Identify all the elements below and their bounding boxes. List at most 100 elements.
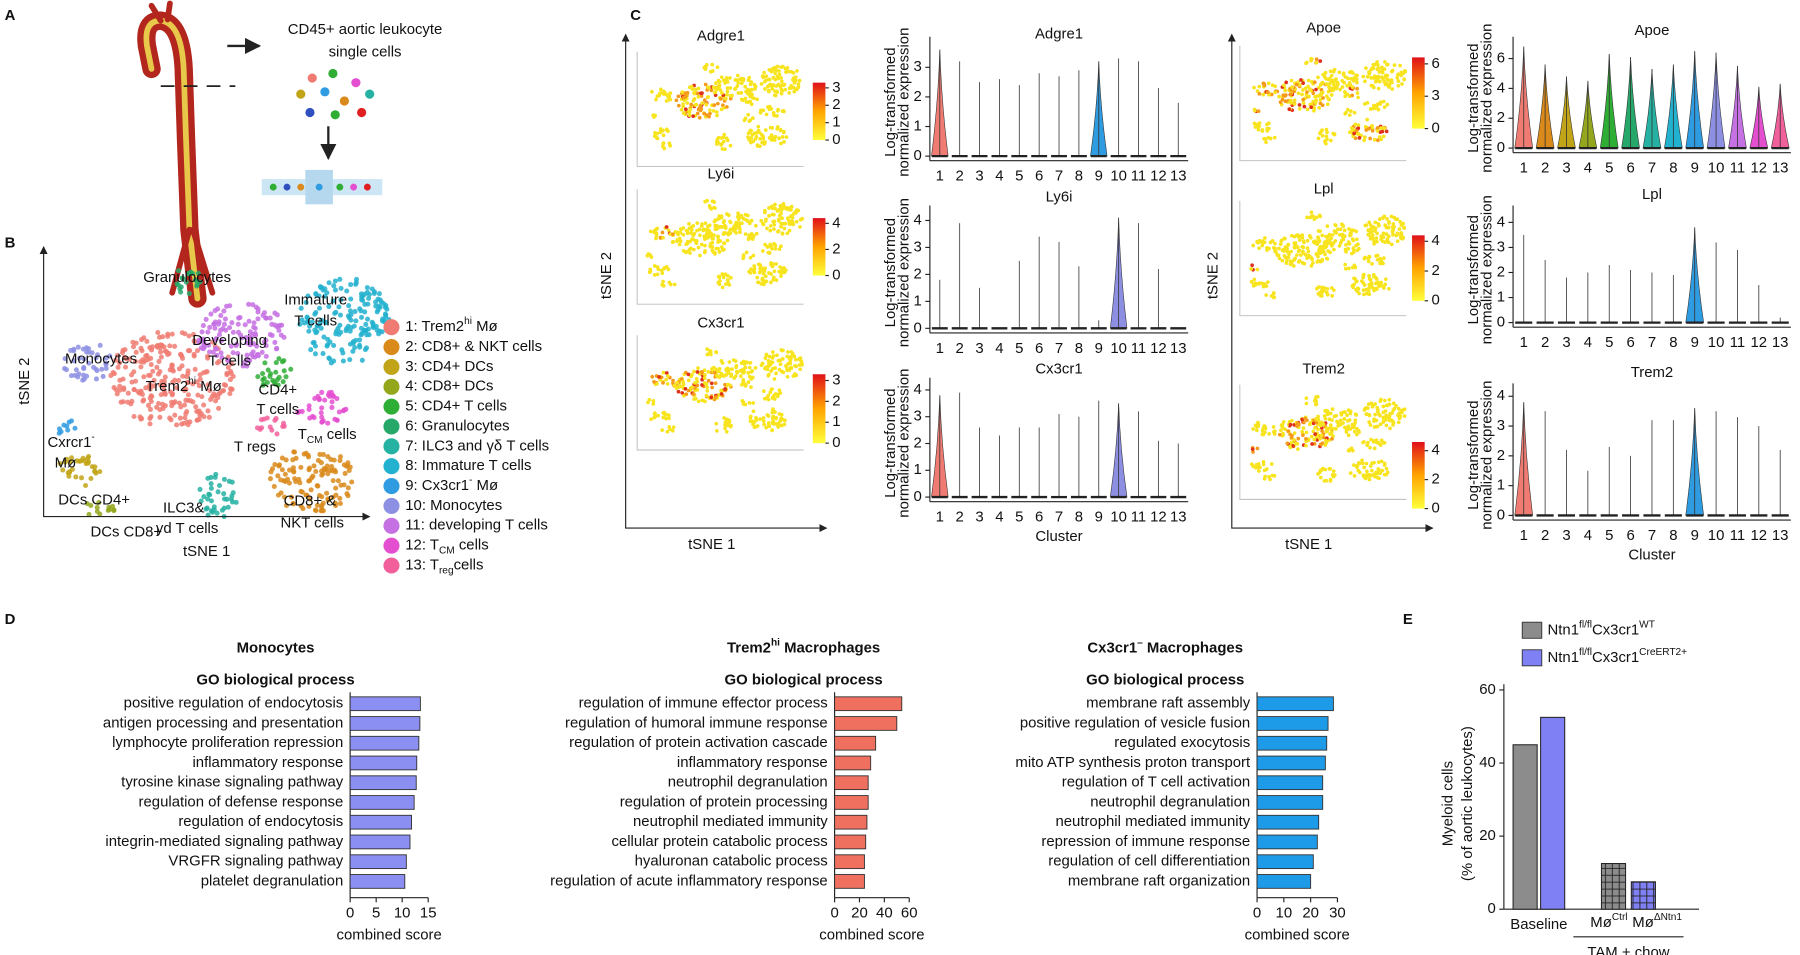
tsne-point [1390,81,1394,85]
tsne-point [748,366,752,370]
y-tick-label: 1 [914,461,922,478]
tsne-point [742,370,746,374]
x-tick-label: 3 [1562,160,1570,177]
x-tick-label: 20 [851,905,868,922]
tsne-point [187,291,192,296]
tsne-point [655,94,659,98]
tsne-point [1330,418,1334,422]
tsne-point [707,379,711,383]
tsne-point [762,416,766,420]
tsne-point [1347,433,1351,437]
legend-swatch [383,458,399,474]
tsne-point [768,355,772,359]
tsne-point [778,73,782,77]
tsne-point [710,386,714,390]
tsne-point [756,125,760,129]
tsne-point [1315,252,1319,256]
tsne-point [1334,231,1338,235]
tsne-point [728,220,732,224]
tsne-point [255,425,260,430]
tsne-point [709,396,713,400]
tsne-point [1383,463,1387,467]
tsne-point [703,381,707,385]
tsne-point [156,359,161,364]
tsne-point [752,234,756,238]
tsne-point [705,228,709,232]
legend-swatch [383,557,399,573]
tsne-point [97,512,102,517]
tsne-point [1331,407,1335,411]
tsne-point [1352,248,1356,252]
tsne-point [727,283,731,287]
tsne-point [689,108,693,112]
tsne-point [780,89,784,93]
tsne-point [661,381,665,385]
bar [350,796,414,810]
tsne-point [1343,263,1347,267]
tsne-point [250,354,255,359]
tsne-point [1352,132,1356,136]
tsne-point [187,348,192,353]
x-tick-label: 8 [1669,334,1677,351]
tsne-point [1264,293,1268,297]
tsne-point [763,209,767,213]
tsne-point [1382,127,1386,131]
tsne-point [207,325,212,330]
tsne-point [172,344,177,349]
tsne-point [766,251,770,255]
cluster-label: NKT cells [280,514,344,531]
x-tick-label: 8 [1075,340,1083,357]
tsne-point [255,316,260,321]
cluster-label: Mø [55,455,77,472]
tsne-point [213,472,218,477]
tsne-point [776,393,780,397]
x-tick-label: 13 [1772,527,1789,544]
tsne-point [1271,474,1275,478]
tsne-point [315,484,320,489]
tsne-point [779,225,783,229]
tsne-point [331,478,336,483]
text-segment: fl/fl [1579,619,1592,630]
tsne-point [61,423,66,428]
tsne-point [180,330,185,335]
text-segment: Cxrcr1 [48,434,92,451]
text-segment: cells [454,556,484,573]
tsne-point [1366,75,1370,79]
x-tick-label: 10 [1708,334,1725,351]
tsne-point [716,102,720,106]
tsne-point [365,290,370,295]
tsne-point [721,147,725,151]
tsne-point [739,374,743,378]
tsne-point [332,417,337,422]
y-tick-label: 4 [914,211,922,228]
tsne-point [718,276,722,280]
x-tick-label: 8 [1669,160,1677,177]
tsne-point [1397,420,1401,424]
tsne-point [1377,66,1381,70]
tsne-point [660,428,664,432]
tsne-point [1332,83,1336,87]
tsne-point [372,291,377,296]
cluster-label: T cells [208,353,251,370]
tsne-point [312,463,317,468]
tsne-point [784,67,788,71]
legend-label: 9: Cx3cr1- Mø [405,475,498,494]
tsne-point [1324,439,1328,443]
tsne-point [764,128,768,132]
tsne-point [1318,229,1322,233]
tsne-point [744,218,748,222]
tsne-point [139,346,144,351]
tsne-point [659,130,663,134]
tsne-point [671,240,675,244]
tsne-point [689,231,693,235]
category-label: membrane raft assembly [1086,695,1251,712]
tsne-point [138,414,143,419]
legend-label: 7: ILC3 and γδ T cells [405,437,549,454]
tsne-point [1330,437,1334,441]
tsne-point [695,377,699,381]
tsne-point [732,225,736,229]
tsne-point [704,221,708,225]
tsne-point [1251,427,1255,431]
tsne-point [1379,281,1383,285]
tsne-point [383,312,388,317]
